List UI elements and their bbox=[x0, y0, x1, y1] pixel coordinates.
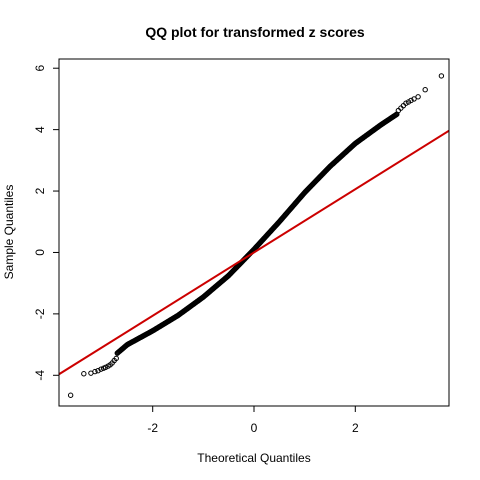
x-tick-label: 0 bbox=[251, 421, 258, 435]
y-tick-label: 2 bbox=[33, 187, 47, 194]
data-point bbox=[411, 96, 417, 102]
data-point bbox=[95, 367, 101, 374]
data-point bbox=[98, 366, 104, 372]
x-tick-label: -2 bbox=[147, 421, 158, 435]
data-point bbox=[415, 94, 421, 100]
y-tick-label: -2 bbox=[33, 308, 47, 319]
data-point bbox=[405, 99, 412, 105]
y-axis: -4 -2 0 2 4 6 bbox=[33, 65, 60, 381]
data-point bbox=[67, 392, 74, 398]
y-tick-label: 6 bbox=[33, 65, 47, 72]
data-point bbox=[92, 368, 98, 375]
x-axis-label: Theoretical Quantiles bbox=[197, 451, 310, 465]
plot-content bbox=[59, 73, 449, 398]
data-point bbox=[81, 371, 87, 377]
y-axis-label: Sample Quantiles bbox=[2, 185, 16, 280]
y-tick-label: 4 bbox=[33, 126, 47, 133]
plot-area bbox=[59, 73, 449, 398]
x-tick-label: 2 bbox=[352, 421, 359, 435]
y-tick-label: -4 bbox=[33, 370, 47, 381]
reference-line bbox=[59, 129, 449, 376]
y-tick-label: 0 bbox=[33, 249, 47, 256]
x-axis: -2 0 2 bbox=[147, 405, 359, 435]
data-point bbox=[438, 73, 445, 79]
data-point bbox=[102, 364, 109, 371]
data-point bbox=[422, 87, 428, 93]
data-point bbox=[113, 355, 119, 362]
data-point bbox=[395, 107, 402, 114]
chart-title: QQ plot for transformed z scores bbox=[145, 24, 365, 40]
